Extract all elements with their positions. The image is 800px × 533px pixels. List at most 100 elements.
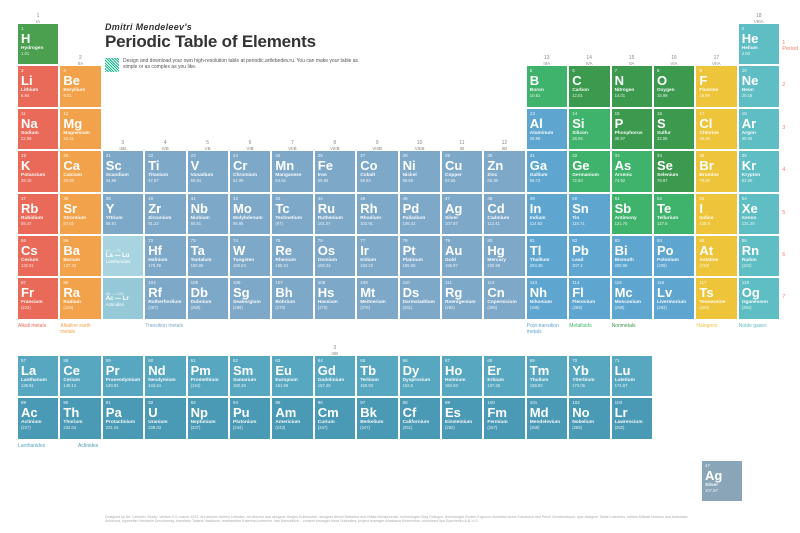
element-cell: 15PPhosphorus30.97 [612,109,652,149]
category-label: Alkaline earth metals [60,323,100,335]
atomic-mass: 39.95 [742,136,776,141]
element-symbol: Pm [191,364,225,377]
atomic-mass: 83.80 [742,178,776,183]
element-symbol: Bk [360,406,394,419]
atomic-mass: 26.98 [530,136,564,141]
series-row-label: Actinides [78,443,98,449]
element-symbol: Mn [275,159,309,172]
atomic-mass: (270) [318,305,352,310]
atomic-number: 94 [233,400,267,405]
atomic-number: 97 [360,400,394,405]
element-cell: 92UUranium238.03 [145,398,185,438]
element-symbol: Hs [318,286,352,299]
element-symbol: Zn [487,159,521,172]
atomic-number: 6 [572,68,606,73]
element-symbol: Pd [403,202,437,215]
element-cell: 71LuLutetium174.97 [612,356,652,396]
atomic-mass: (294) [699,305,733,310]
element-cell: 104RfRutherfordium(267) [145,278,185,318]
group-label: 3IIIB [103,140,143,151]
element-symbol: Sm [233,364,267,377]
element-symbol: Sg [233,286,267,299]
element-symbol: Fl [572,286,606,299]
element-cell: 11NaSodium22.99 [18,109,58,149]
element-cell: 25MnManganese54.94 [272,151,312,191]
element-cell: 89AcActinium(227) [18,398,58,438]
atomic-mass: 50.94 [191,178,225,183]
atomic-mass: (269) [233,305,267,310]
element-cell: 111RgRoentgenium(282) [442,278,482,318]
atomic-mass: 102.91 [360,221,394,226]
atomic-number: 106 [233,280,267,285]
element-cell: 118OgOganesson(294) [739,278,779,318]
atomic-number: 92 [148,400,182,405]
atomic-number: 58 [63,358,97,363]
element-symbol: Rf [148,286,182,299]
element-cell: 85AtAstatine(210) [696,236,736,276]
atomic-number: 41 [191,196,225,201]
atomic-number: 24 [233,153,267,158]
atomic-mass: 112.41 [487,221,521,226]
group-label: 2IIA [60,55,100,66]
atomic-number: 15 [615,111,649,116]
element-cell: 114FlFlerovium(289) [569,278,609,318]
element-cell: 90ThThorium232.04 [60,398,100,438]
element-symbol: Fm [487,406,521,419]
atomic-mass: (293) [657,305,691,310]
element-cell: 52TeTellurium127.6 [654,194,694,234]
series-placeholder: 57 — 71La — LuLanthanides [103,236,143,276]
atomic-number: 8 [657,68,691,73]
element-symbol: Tb [360,364,394,377]
atomic-mass: 131.29 [742,221,776,226]
atomic-number: 86 [742,238,776,243]
element-symbol: Fr [21,286,55,299]
element-cell: 14SiSilicon28.09 [569,109,609,149]
element-symbol: Cs [21,244,55,257]
atomic-number: 47 [445,196,479,201]
element-cell: 62SmSamarium150.36 [230,356,270,396]
atomic-number: 32 [572,153,606,158]
element-cell: 48CdCadmium112.41 [484,194,524,234]
element-cell: 117TsTennessine(294) [696,278,736,318]
element-cell: 31GaGallium69.72 [527,151,567,191]
atomic-mass: 51.99 [233,178,267,183]
atomic-mass: 9.01 [63,93,97,98]
element-cell: 68ErErbium167.26 [484,356,524,396]
atomic-mass: 195.08 [403,263,437,268]
element-symbol: In [530,202,564,215]
atomic-mass: 14.01 [615,93,649,98]
element-cell: 23VVanadium50.94 [188,151,228,191]
atomic-mass: 85.47 [21,221,55,226]
element-symbol: Fe [318,159,352,172]
atomic-mass: (226) [63,305,97,310]
element-cell: 56BaBarium137.33 [60,236,100,276]
atomic-mass: 140.91 [106,383,140,388]
atomic-mass: 118.71 [572,221,606,226]
element-symbol: Sb [615,202,649,215]
group-label: 16VIA [654,55,694,66]
atomic-mass: 10.81 [530,93,564,98]
element-cell: 84PoPolonium(209) [654,236,694,276]
element-symbol: Ti [148,159,182,172]
element-symbol: Pt [403,244,437,257]
atomic-mass: 65.38 [487,178,521,183]
atomic-number: 25 [275,153,309,158]
atomic-number: 39 [106,196,140,201]
atomic-mass: 174.97 [615,383,649,388]
element-symbol: Lv [657,286,691,299]
element-cell: 1HHydrogen1.01 [18,24,58,64]
atomic-number: 57 [21,358,55,363]
element-symbol: Tc [275,202,309,215]
atomic-mass: 126.9 [699,221,733,226]
element-symbol: La [21,364,55,377]
element-symbol: Ta [191,244,225,257]
element-cell: 29CuCopper63.55 [442,151,482,191]
atomic-number: 42 [233,196,267,201]
atomic-mass: (259) [572,425,606,430]
atomic-mass: (243) [275,425,309,430]
atomic-number: 11 [21,111,55,116]
element-symbol: C [572,74,606,87]
atomic-mass: (270) [275,305,309,310]
element-symbol: Kr [742,159,776,172]
element-symbol: Po [657,244,691,257]
